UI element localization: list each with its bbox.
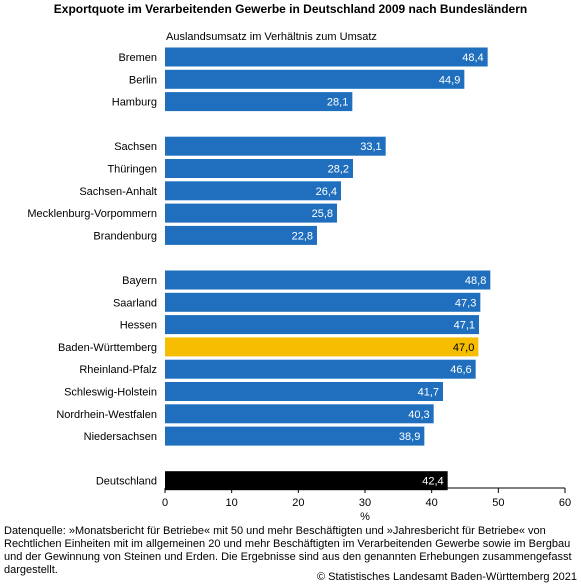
x-tick-label: 30 [359,497,371,509]
value-label-bayern: 48,8 [465,275,486,287]
bar-brandenburg [165,225,317,245]
bar-berlin [165,69,465,89]
bar-mecklenburg-vorpommern [165,203,337,223]
category-label-bayern: Bayern [122,275,157,287]
bar-deutschland [165,471,448,491]
category-label-mecklenburg-vorpommern: Mecklenburg-Vorpommern [27,208,157,220]
x-tick-label: 50 [492,497,504,509]
value-label-nordrhein-westfalen: 40,3 [408,409,429,421]
value-label-sachsen: 33,1 [360,141,381,153]
chart-title: Exportquote im Verarbeitenden Gewerbe in… [53,2,528,16]
category-label-sachsen: Sachsen [114,141,157,153]
x-tick-label: 20 [292,497,304,509]
category-label-rheinland-pfalz: Rheinland-Pfalz [79,364,157,376]
value-label-saarland: 47,3 [455,297,476,309]
bar-saarland [165,292,481,312]
category-label-berlin: Berlin [129,74,157,86]
bar-hamburg [165,92,353,112]
category-label-saarland: Saarland [113,297,157,309]
value-label-deutschland: 42,4 [422,476,443,488]
copyright: © Statistisches Landesamt Baden-Württemb… [316,571,577,584]
category-label-schleswig-holstein: Schleswig-Holstein [64,387,157,399]
value-label-sachsen-anhalt: 26,4 [316,186,337,198]
value-label-schleswig-holstein: 41,7 [418,387,439,399]
category-label-hamburg: Hamburg [112,97,157,109]
x-axis-label: % [360,511,370,523]
value-label-thueringen: 28,2 [328,164,349,176]
x-tick-label: 40 [426,497,438,509]
value-label-hessen: 47,1 [454,320,475,332]
bar-sachsen [165,136,386,156]
category-label-brandenburg: Brandenburg [93,230,157,242]
category-label-bremen: Bremen [118,52,157,64]
category-label-thueringen: Thüringen [107,164,157,176]
bar-nordrhein-westfalen [165,404,434,424]
category-label-deutschland: Deutschland [96,476,157,488]
chart-subtitle: Auslandsumsatz im Verhältnis zum Umsatz [166,31,377,43]
bar-niedersachsen [165,426,425,446]
value-label-niedersachsen: 38,9 [399,431,420,443]
bar-bremen [165,47,488,67]
category-label-nordrhein-westfalen: Nordrhein-Westfalen [56,409,157,421]
bar-bayern [165,270,491,290]
value-label-berlin: 44,9 [439,74,460,86]
bar-sachsen-anhalt [165,181,341,201]
category-label-niedersachsen: Niedersachsen [84,431,157,443]
x-tick-label: 10 [226,497,238,509]
bar-thueringen [165,159,353,178]
value-label-rheinland-pfalz: 46,6 [450,364,471,376]
footnote: Datenquelle: »Monatsbericht für Betriebe… [4,525,572,576]
x-tick-label: 0 [162,497,168,509]
value-label-hamburg: 28,1 [327,97,348,109]
category-label-baden-wuerttemberg: Baden-Württemberg [58,342,157,354]
bar-rheinland-pfalz [165,359,476,379]
bar-chart: Bremen 48,4 Berlin 44,9 Hamburg 28,1 Sachsen 33… [27,47,571,523]
x-tick-label: 60 [559,497,571,509]
x-axis: 0 10 20 30 40 50 60% [162,487,571,523]
value-label-brandenburg: 22,8 [292,230,313,242]
bar-schleswig-holstein [165,382,443,401]
value-label-mecklenburg-vorpommern: 25,8 [312,208,333,220]
category-label-hessen: Hessen [120,320,157,332]
value-label-bremen: 48,4 [462,52,483,64]
bar-baden-wuerttemberg [165,337,479,357]
bars-layer: Bremen 48,4 Berlin 44,9 Hamburg 28,1 Sachsen 33… [27,47,491,491]
value-label-baden-wuerttemberg: 47,0 [453,342,474,354]
bar-hessen [165,315,479,335]
category-label-sachsen-anhalt: Sachsen-Anhalt [79,186,157,198]
